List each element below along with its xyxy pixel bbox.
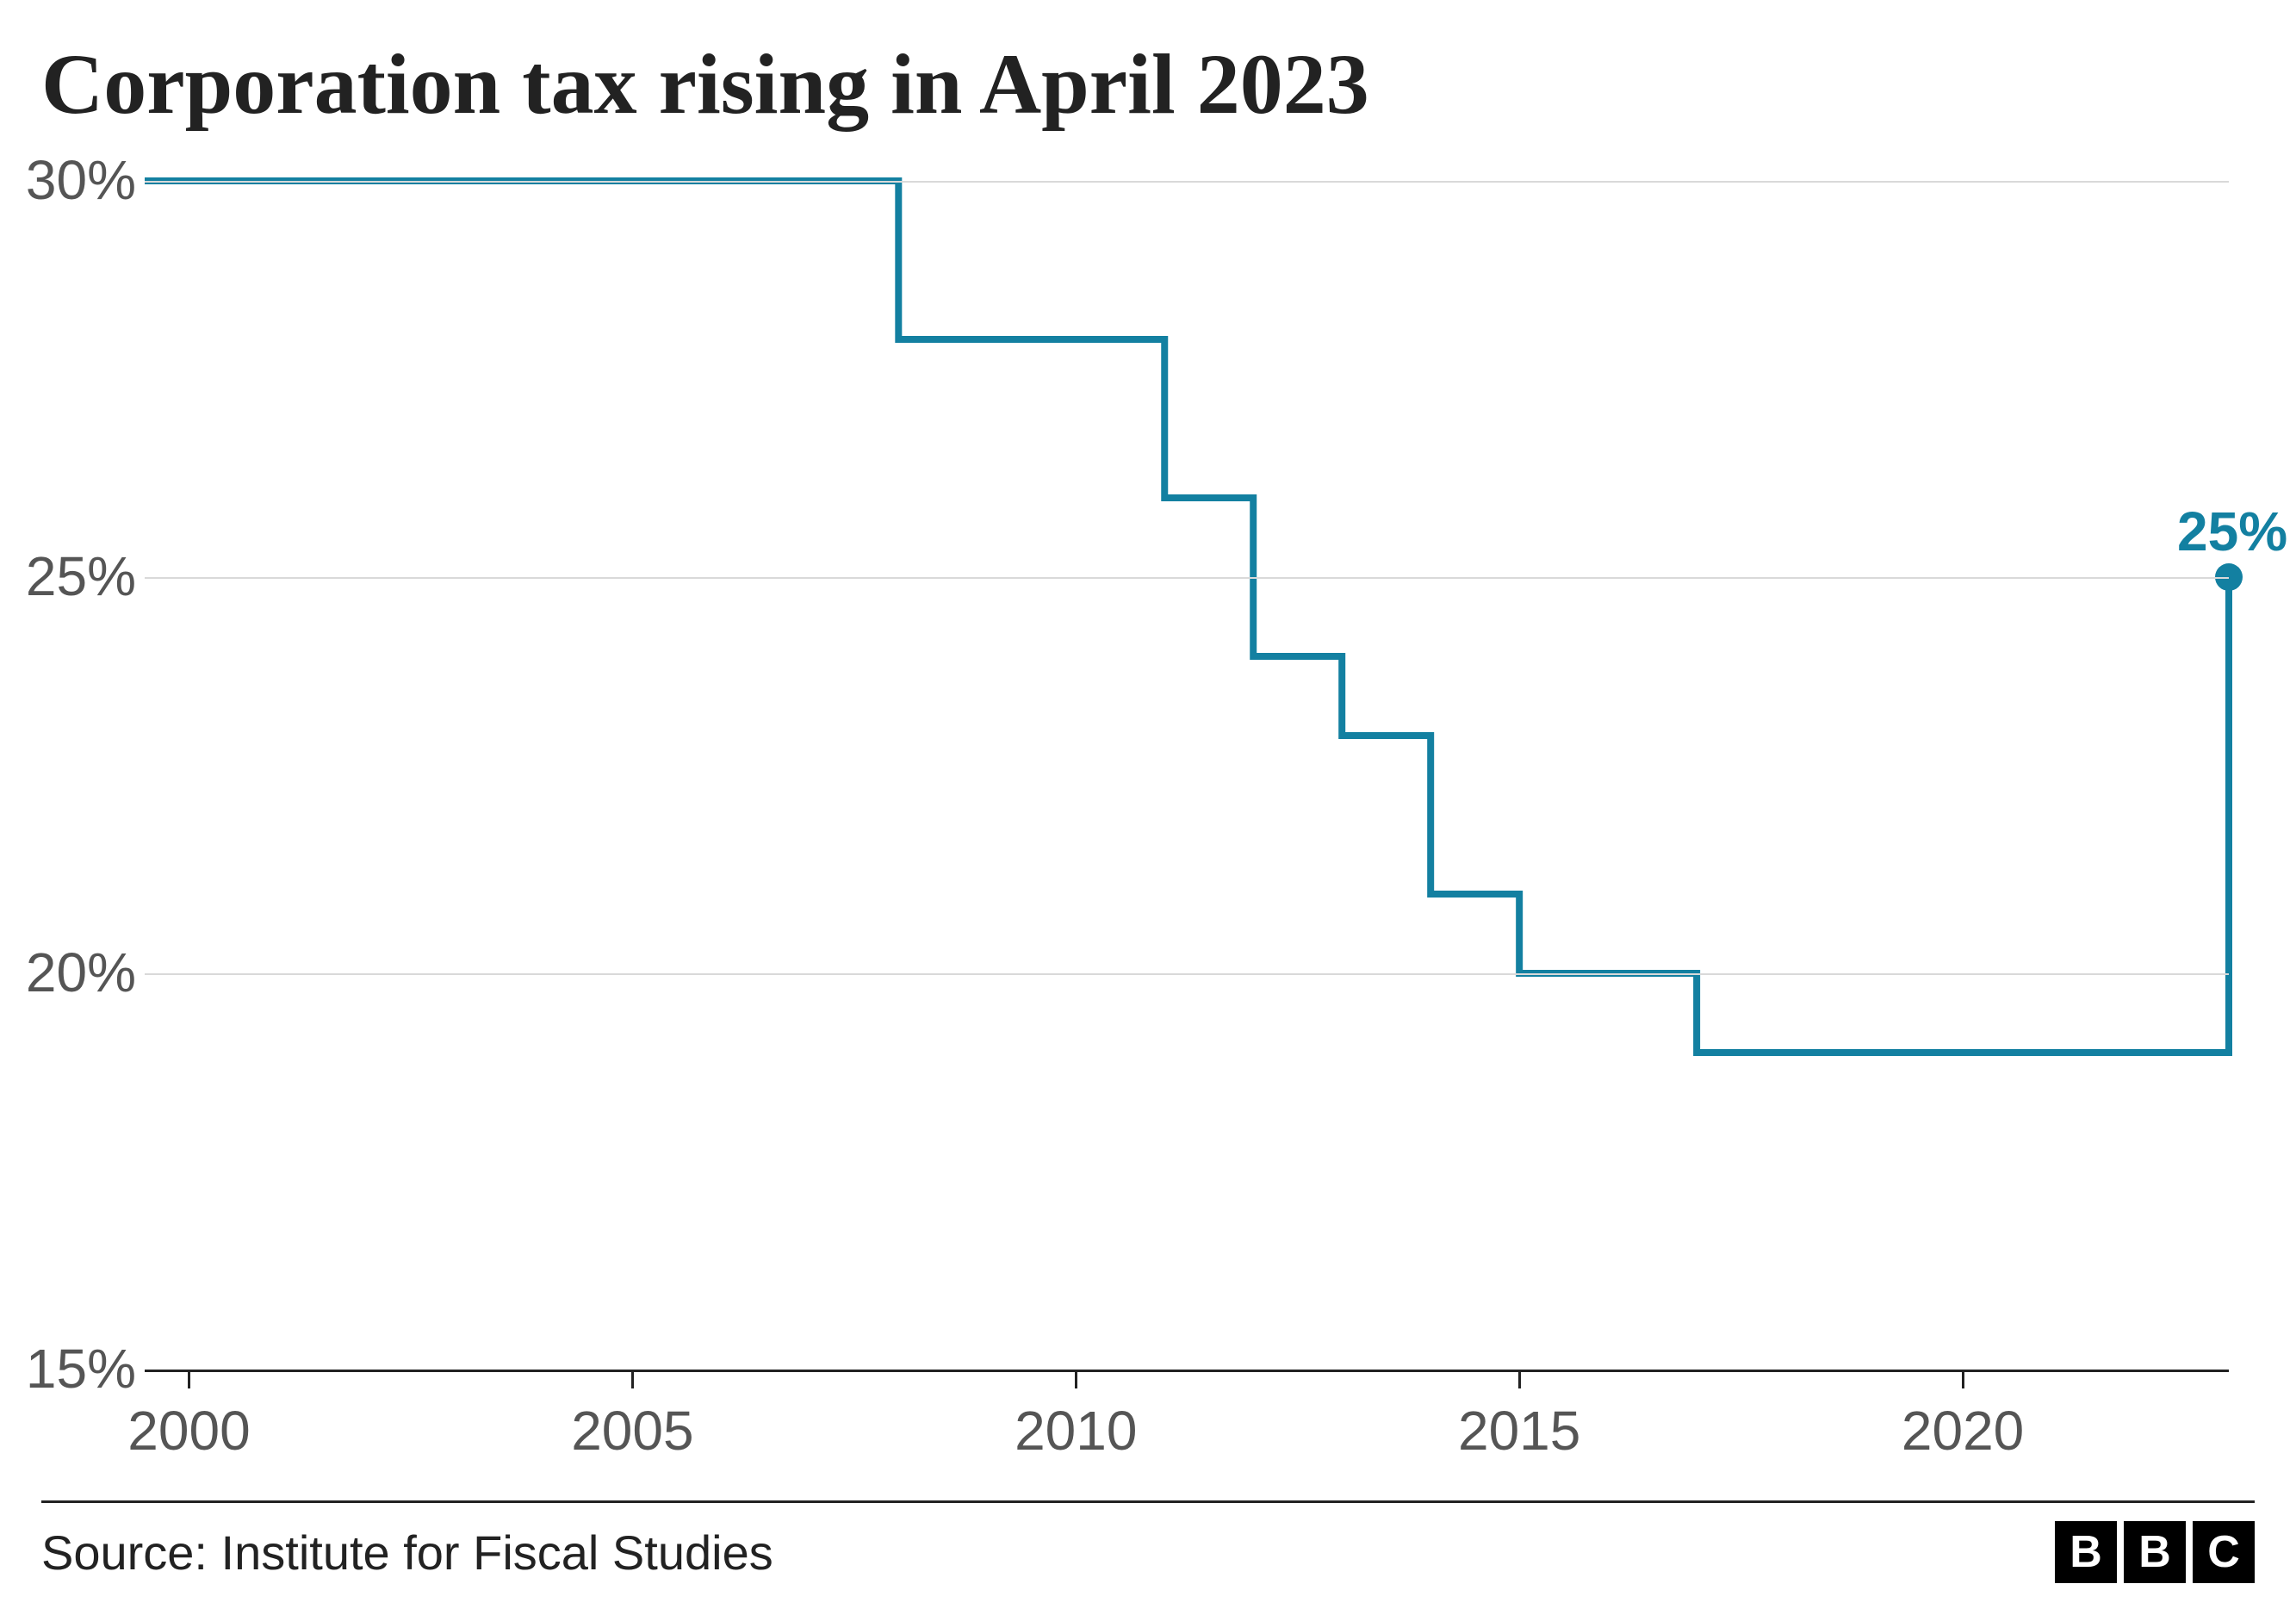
y-tick-label: 30% xyxy=(16,148,136,212)
x-tick-label: 2015 xyxy=(1433,1399,1605,1463)
plot-area xyxy=(145,181,2229,1370)
x-axis-line xyxy=(145,1370,2229,1372)
bbc-block: B xyxy=(2055,1521,2117,1583)
bbc-block: B xyxy=(2124,1521,2186,1583)
footer-divider xyxy=(41,1500,2255,1503)
y-tick-label: 20% xyxy=(16,941,136,1004)
x-tick-mark xyxy=(1518,1370,1521,1388)
x-tick-mark xyxy=(188,1370,190,1388)
x-tick-label: 2000 xyxy=(102,1399,275,1463)
y-tick-label: 25% xyxy=(16,544,136,608)
x-tick-label: 2020 xyxy=(1877,1399,2049,1463)
y-gridline xyxy=(145,181,2229,183)
bbc-block: C xyxy=(2193,1521,2255,1583)
x-tick-mark xyxy=(631,1370,634,1388)
x-tick-label: 2010 xyxy=(990,1399,1162,1463)
y-gridline xyxy=(145,577,2229,579)
y-gridline xyxy=(145,973,2229,975)
bbc-logo: BBC xyxy=(2055,1521,2255,1583)
y-tick-label: 15% xyxy=(16,1337,136,1401)
x-tick-mark xyxy=(1962,1370,1964,1388)
series-line xyxy=(145,181,2229,1053)
chart-title: Corporation tax rising in April 2023 xyxy=(41,34,1369,134)
step-line-svg xyxy=(145,181,2229,1370)
source-text: Source: Institute for Fiscal Studies xyxy=(41,1525,773,1581)
x-tick-label: 2005 xyxy=(546,1399,718,1463)
chart-container: Corporation tax rising in April 2023 Sou… xyxy=(0,0,2296,1615)
end-value-label: 25% xyxy=(2177,500,2287,563)
x-tick-mark xyxy=(1075,1370,1077,1388)
